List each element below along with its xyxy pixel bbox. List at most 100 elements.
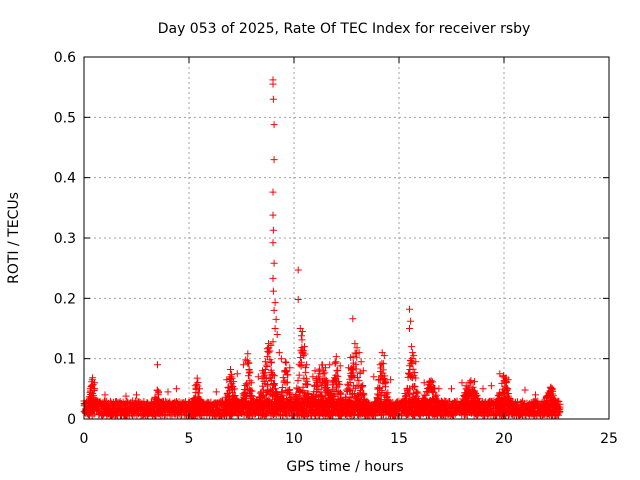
data-point	[254, 373, 262, 381]
data-point	[230, 378, 238, 386]
data-point	[346, 379, 354, 386]
data-point	[532, 391, 539, 399]
data-point	[122, 392, 130, 400]
data-point	[354, 373, 361, 381]
y-axis-label: ROTI / TECUs	[6, 192, 22, 284]
data-point	[271, 325, 279, 332]
data-point	[272, 315, 280, 323]
data-point	[243, 393, 250, 401]
data-point	[411, 369, 419, 376]
data-point	[380, 375, 388, 383]
data-point	[227, 373, 235, 381]
data-point	[89, 381, 97, 389]
data-point	[269, 188, 277, 196]
data-point	[269, 338, 277, 346]
data-point	[303, 361, 311, 369]
data-point	[246, 368, 254, 376]
data-point	[380, 352, 388, 360]
data-point	[196, 385, 203, 393]
data-point	[496, 370, 504, 378]
data-point	[404, 389, 412, 397]
data-point	[462, 382, 470, 390]
data-point	[322, 376, 330, 384]
data-point	[269, 211, 277, 219]
data-point	[349, 315, 357, 323]
data-point	[384, 389, 392, 397]
data-point	[355, 349, 363, 357]
y-tick-label: 0.2	[54, 291, 76, 307]
data-point	[259, 367, 266, 375]
data-point	[299, 352, 307, 360]
data-point	[270, 306, 278, 314]
data-point	[406, 325, 413, 332]
data-point	[379, 366, 387, 374]
data-point	[269, 287, 277, 295]
data-point	[270, 156, 278, 164]
data-point	[487, 382, 495, 390]
data-point	[465, 385, 473, 393]
data-point	[359, 367, 367, 375]
data-point	[414, 389, 422, 397]
data-point	[286, 386, 294, 394]
data-point	[412, 358, 420, 366]
data-point	[245, 359, 253, 367]
data-point	[294, 296, 302, 303]
data-point	[223, 376, 231, 384]
x-tick-label: 5	[185, 431, 194, 447]
data-point	[382, 379, 390, 386]
data-point	[230, 385, 238, 393]
data-point	[280, 392, 288, 400]
data-point	[261, 366, 269, 373]
data-point	[133, 391, 140, 399]
data-point	[269, 80, 277, 88]
x-axis-label: GPS time / hours	[286, 459, 403, 475]
data-point	[420, 379, 428, 387]
data-point	[86, 385, 94, 393]
data-point	[410, 352, 418, 360]
data-point	[311, 367, 319, 375]
data-point	[263, 363, 271, 370]
data-point	[242, 356, 250, 364]
data-point	[348, 372, 356, 380]
data-point	[251, 410, 259, 418]
data-point	[409, 365, 417, 373]
data-point	[273, 331, 281, 338]
data-point	[435, 385, 443, 393]
data-point	[227, 366, 234, 373]
y-tick-label: 0.5	[54, 110, 76, 126]
data-point	[271, 299, 279, 307]
x-tick-label: 25	[600, 431, 618, 447]
data-point	[302, 368, 310, 376]
data-point	[282, 379, 290, 387]
data-point	[504, 376, 512, 384]
y-tick-label: 0.1	[54, 352, 76, 368]
data-point	[514, 398, 521, 406]
data-point	[352, 361, 360, 369]
data-point	[427, 379, 434, 387]
data-point	[269, 95, 277, 103]
x-tick-label: 20	[495, 431, 513, 447]
data-point	[284, 371, 292, 379]
y-tick-label: 0.4	[54, 171, 76, 187]
y-tick-label: 0.3	[54, 231, 76, 247]
data-point	[191, 382, 199, 390]
data-point	[406, 385, 414, 393]
data-point	[269, 226, 277, 234]
data-point	[326, 361, 334, 369]
data-point	[359, 382, 367, 389]
data-point	[244, 350, 252, 358]
data-point	[264, 347, 272, 355]
data-point	[265, 344, 273, 352]
chart-title: Day 053 of 2025, Rate Of TEC Index for r…	[158, 21, 531, 37]
data-point	[336, 380, 344, 388]
data-point	[164, 388, 172, 396]
data-point	[370, 373, 378, 381]
data-point	[301, 343, 308, 351]
data-point	[521, 386, 529, 394]
data-points	[80, 76, 564, 420]
data-point	[433, 391, 441, 399]
data-point	[297, 332, 305, 340]
data-point	[422, 391, 430, 399]
data-point	[346, 386, 354, 394]
data-point	[342, 396, 350, 403]
